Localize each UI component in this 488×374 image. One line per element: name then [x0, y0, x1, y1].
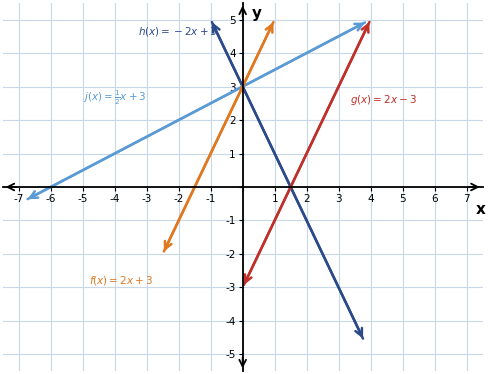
Text: x: x: [475, 202, 485, 217]
Text: $h(x) = -2x + 3$: $h(x) = -2x + 3$: [137, 25, 217, 38]
Text: $f(x) = 2x + 3$: $f(x) = 2x + 3$: [89, 274, 153, 287]
Text: y: y: [252, 6, 262, 21]
Text: $j(x) = \frac{1}{2}x + 3$: $j(x) = \frac{1}{2}x + 3$: [82, 89, 146, 107]
Text: $g(x) = 2x - 3$: $g(x) = 2x - 3$: [349, 93, 416, 107]
